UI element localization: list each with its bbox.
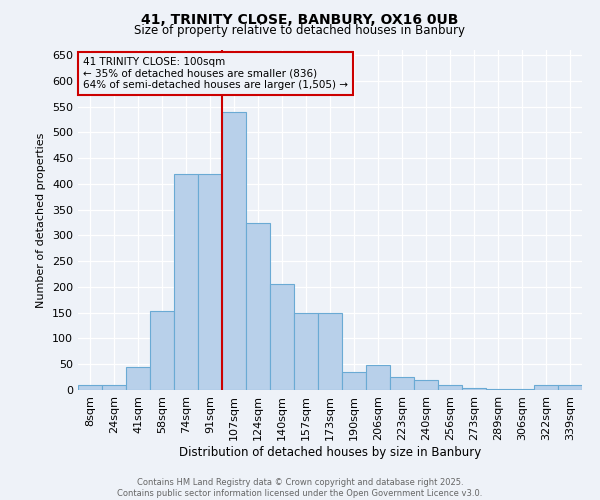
Bar [150,311,174,390]
Bar [102,385,126,390]
Text: Contains HM Land Registry data © Crown copyright and database right 2025.
Contai: Contains HM Land Registry data © Crown c… [118,478,482,498]
Bar [486,389,510,390]
Bar [438,385,462,390]
Bar [222,112,246,390]
Bar [366,366,390,390]
Bar [318,312,342,390]
Y-axis label: Number of detached properties: Number of detached properties [37,132,46,308]
Text: Size of property relative to detached houses in Banbury: Size of property relative to detached ho… [134,24,466,37]
X-axis label: Distribution of detached houses by size in Banbury: Distribution of detached houses by size … [179,446,481,458]
Bar [414,380,438,390]
Bar [462,388,486,390]
Bar [174,174,198,390]
Bar [390,377,414,390]
Bar [534,385,558,390]
Bar [558,385,582,390]
Text: 41, TRINITY CLOSE, BANBURY, OX16 0UB: 41, TRINITY CLOSE, BANBURY, OX16 0UB [142,12,458,26]
Bar [294,312,318,390]
Bar [198,174,222,390]
Bar [270,284,294,390]
Bar [246,222,270,390]
Text: 41 TRINITY CLOSE: 100sqm
← 35% of detached houses are smaller (836)
64% of semi-: 41 TRINITY CLOSE: 100sqm ← 35% of detach… [83,57,348,90]
Bar [126,368,150,390]
Bar [342,372,366,390]
Bar [78,385,102,390]
